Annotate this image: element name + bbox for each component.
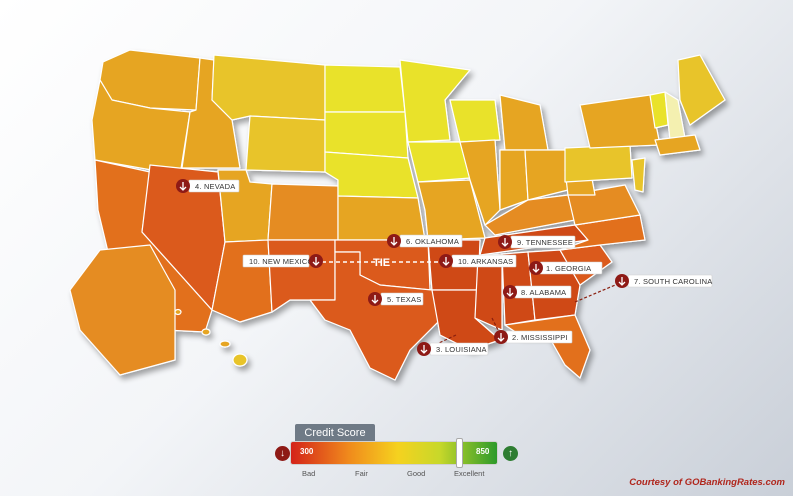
- state-texas: [309, 251, 441, 381]
- state-hawaii-big-island: [232, 353, 248, 367]
- state-florida: [504, 314, 591, 379]
- state-michigan: [499, 94, 549, 151]
- label-arkansas: 10. ARKANSAS: [439, 254, 517, 268]
- label-louisiana: 3. LOUISIANA: [417, 342, 489, 356]
- state-hawaii-maui: [219, 340, 231, 348]
- sc-connector: [574, 282, 621, 303]
- legend-marker: [456, 438, 463, 468]
- state-ohio: [524, 149, 569, 201]
- state-iowa: [407, 141, 471, 183]
- state-wyoming: [245, 115, 326, 173]
- svg-text:1. GEORGIA: 1. GEORGIA: [546, 264, 591, 273]
- state-hawaii-kauai: [174, 308, 182, 316]
- state-alaska: [69, 244, 176, 376]
- svg-text:3. LOUISIANA: 3. LOUISIANA: [436, 345, 487, 354]
- state-maine: [677, 54, 726, 126]
- state-new-jersey: [631, 157, 646, 193]
- svg-text:10. ARKANSAS: 10. ARKANSAS: [458, 257, 513, 266]
- tie-label: TIE: [373, 257, 390, 269]
- state-pennsylvania: [564, 144, 633, 183]
- state-minnesota: [399, 59, 471, 143]
- label-new-mexico: 10. NEW MEXICO: [242, 254, 323, 268]
- up-arrow-icon: ↑: [503, 446, 518, 461]
- state-kansas: [337, 195, 426, 241]
- state-indiana: [499, 149, 529, 211]
- label-texas: 5. TEXAS: [368, 292, 424, 306]
- state-north-dakota: [324, 64, 406, 113]
- credit-text: Courtesy of GOBankingRates.com: [629, 477, 785, 488]
- credit-score-gradient: [290, 441, 498, 465]
- svg-text:8. ALABAMA: 8. ALABAMA: [521, 288, 566, 297]
- state-hawaii-oahu: [201, 328, 211, 336]
- legend-high-value: 850: [476, 447, 490, 456]
- label-georgia: 1. GEORGIA: [529, 261, 603, 275]
- svg-text:9. TENNESSEE: 9. TENNESSEE: [517, 238, 573, 247]
- label-alabama: 8. ALABAMA: [503, 285, 572, 299]
- state-wisconsin: [449, 99, 501, 143]
- svg-text:7. SOUTH CAROLINA: 7. SOUTH CAROLINA: [634, 277, 712, 286]
- svg-text:10. NEW MEXICO: 10. NEW MEXICO: [249, 257, 313, 266]
- label-mississippi: 2. MISSISSIPPI: [494, 330, 573, 344]
- svg-text:5. TEXAS: 5. TEXAS: [387, 295, 421, 304]
- legend-title: Credit Score: [295, 424, 375, 442]
- state-colorado: [267, 183, 339, 241]
- svg-text:2. MISSISSIPPI: 2. MISSISSIPPI: [512, 333, 568, 342]
- state-mississippi: [474, 253, 503, 331]
- legend-tick-excellent: Excellent: [454, 469, 485, 478]
- label-tennessee: 9. TENNESSEE: [498, 235, 576, 249]
- la-connector: [423, 334, 457, 351]
- label-oklahoma: 6. OKLAHOMA: [387, 234, 463, 248]
- state-illinois: [459, 139, 501, 226]
- down-arrow-icon: ↓: [275, 446, 290, 461]
- legend-low-value: 300: [300, 447, 314, 456]
- ms-connector: [491, 317, 501, 335]
- legend-tick-fair: Fair: [355, 469, 368, 478]
- state-massachusetts: [654, 134, 701, 156]
- svg-text:6. OKLAHOMA: 6. OKLAHOMA: [406, 237, 459, 246]
- state-montana: [211, 54, 326, 121]
- legend-tick-bad: Bad: [302, 469, 316, 478]
- label-nevada: 4. NEVADA: [176, 179, 240, 193]
- svg-text:4. NEVADA: 4. NEVADA: [195, 182, 235, 191]
- state-nebraska: [324, 151, 419, 199]
- legend-tick-good: Good: [407, 469, 426, 478]
- label-south-carolina: 7. SOUTH CAROLINA: [615, 274, 713, 288]
- state-south-dakota: [324, 111, 409, 159]
- state-new-york: [579, 94, 661, 149]
